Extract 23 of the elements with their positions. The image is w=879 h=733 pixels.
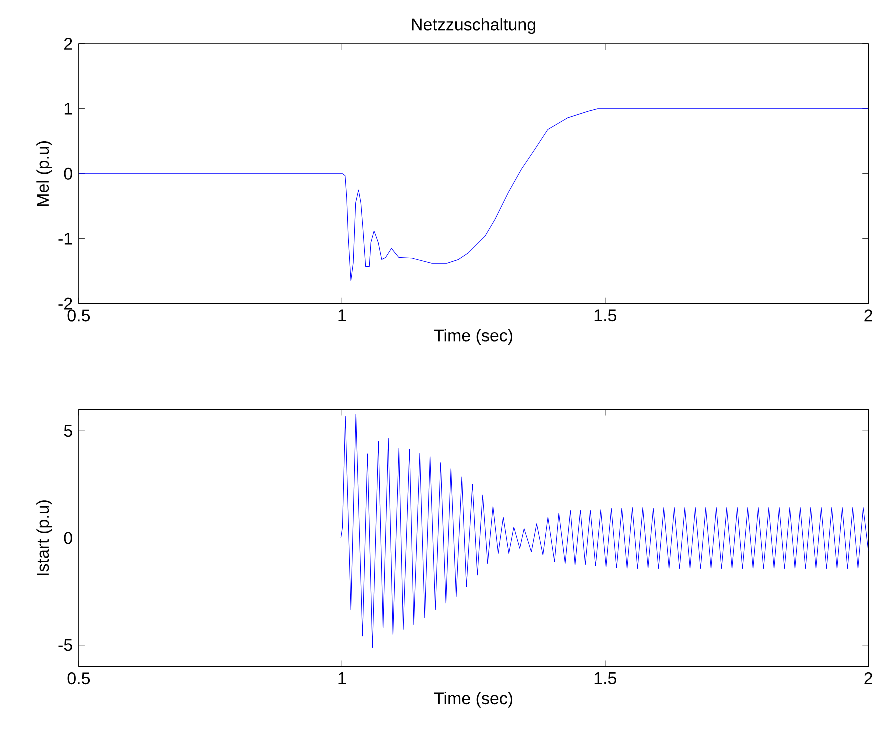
line-series xyxy=(78,108,869,282)
chart-title: Netzzuschaltung xyxy=(412,18,536,34)
y-tick-label: 1 xyxy=(64,103,72,115)
y-tick-label: -2 xyxy=(58,298,72,310)
y-axis-title: Istart (p.u) xyxy=(36,500,52,576)
line-series xyxy=(78,414,869,648)
y-tick-label: -5 xyxy=(58,640,72,652)
x-tick-label: 2 xyxy=(864,310,872,322)
x-tick-label: 1.5 xyxy=(594,310,616,322)
x-tick-label: 2 xyxy=(864,672,872,685)
x-tick-label: 1.5 xyxy=(594,672,616,685)
x-tick-label: 1 xyxy=(338,310,346,322)
y-tick-label: 2 xyxy=(64,38,72,50)
y-tick-label: 0 xyxy=(64,532,72,544)
y-tick-label: 5 xyxy=(64,425,72,438)
y-tick-label: -1 xyxy=(58,233,72,245)
y-tick-label: 0 xyxy=(64,168,72,180)
x-tick-label: 0.5 xyxy=(68,310,90,322)
x-tick-label: 1 xyxy=(338,672,346,684)
x-axis-title: Time (sec) xyxy=(434,692,513,708)
y-axis-title: Mel (p.u) xyxy=(36,142,52,206)
x-tick-label: 0.5 xyxy=(68,672,90,685)
x-axis-title: Time (sec) xyxy=(434,329,513,346)
